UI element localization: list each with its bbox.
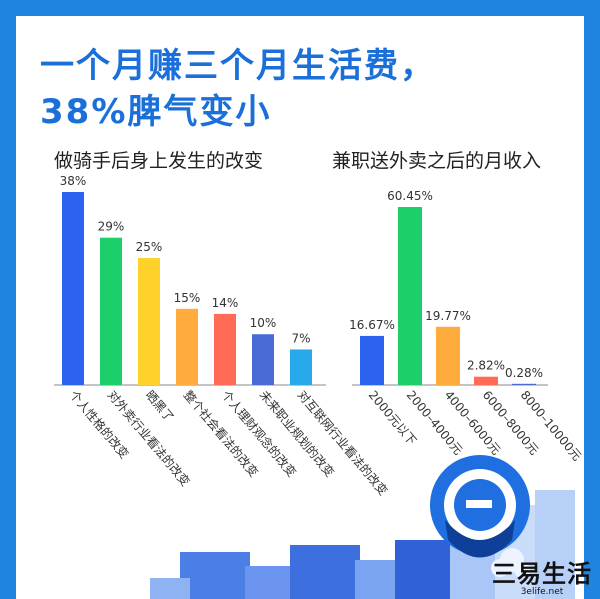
right-chart-title: 兼职送外卖之后的月收入 <box>332 150 542 172</box>
data-label: 19.77% <box>425 309 471 323</box>
bar <box>252 334 274 385</box>
bar <box>436 326 460 385</box>
left-bar-chart: 38%个人性格的改变29%对外卖行业看法的改变25%晒黑了15%整个社会看法的改… <box>54 174 391 498</box>
headline-line-2: 38%脾气变小 <box>40 92 272 132</box>
bar <box>398 207 422 385</box>
data-label: 7% <box>291 331 310 345</box>
bar <box>360 335 384 385</box>
bar <box>512 383 536 385</box>
data-label: 29% <box>98 220 125 234</box>
bar <box>474 376 498 385</box>
data-label: 16.67% <box>349 318 395 332</box>
category-label: 晒黑了 <box>143 388 177 425</box>
data-label: 15% <box>174 291 201 305</box>
bar <box>62 192 84 385</box>
data-label: 14% <box>212 296 239 310</box>
bar <box>138 258 160 385</box>
data-label: 2.82% <box>467 359 505 373</box>
data-label: 60.45% <box>387 189 433 203</box>
rider-mascot-illustration <box>430 455 530 578</box>
data-label: 0.28% <box>505 366 543 380</box>
watermark-logo: 三易生活 3elife.net <box>492 561 592 597</box>
data-label: 25% <box>136 240 163 254</box>
watermark-url: 3elife.net <box>520 587 564 597</box>
left-chart-title: 做骑手后身上发生的改变 <box>54 150 264 172</box>
data-label: 10% <box>250 316 277 330</box>
bar <box>100 237 122 385</box>
watermark-brand: 三易生活 <box>492 560 592 588</box>
headline-line-1: 一个月赚三个月生活费， <box>40 46 436 86</box>
bar <box>290 349 312 385</box>
bar <box>214 313 236 385</box>
data-label: 38% <box>60 174 87 188</box>
right-bar-chart: 16.67%2000元以下60.45%2000–4000元19.77%4000–… <box>349 189 584 463</box>
bar <box>176 308 198 385</box>
